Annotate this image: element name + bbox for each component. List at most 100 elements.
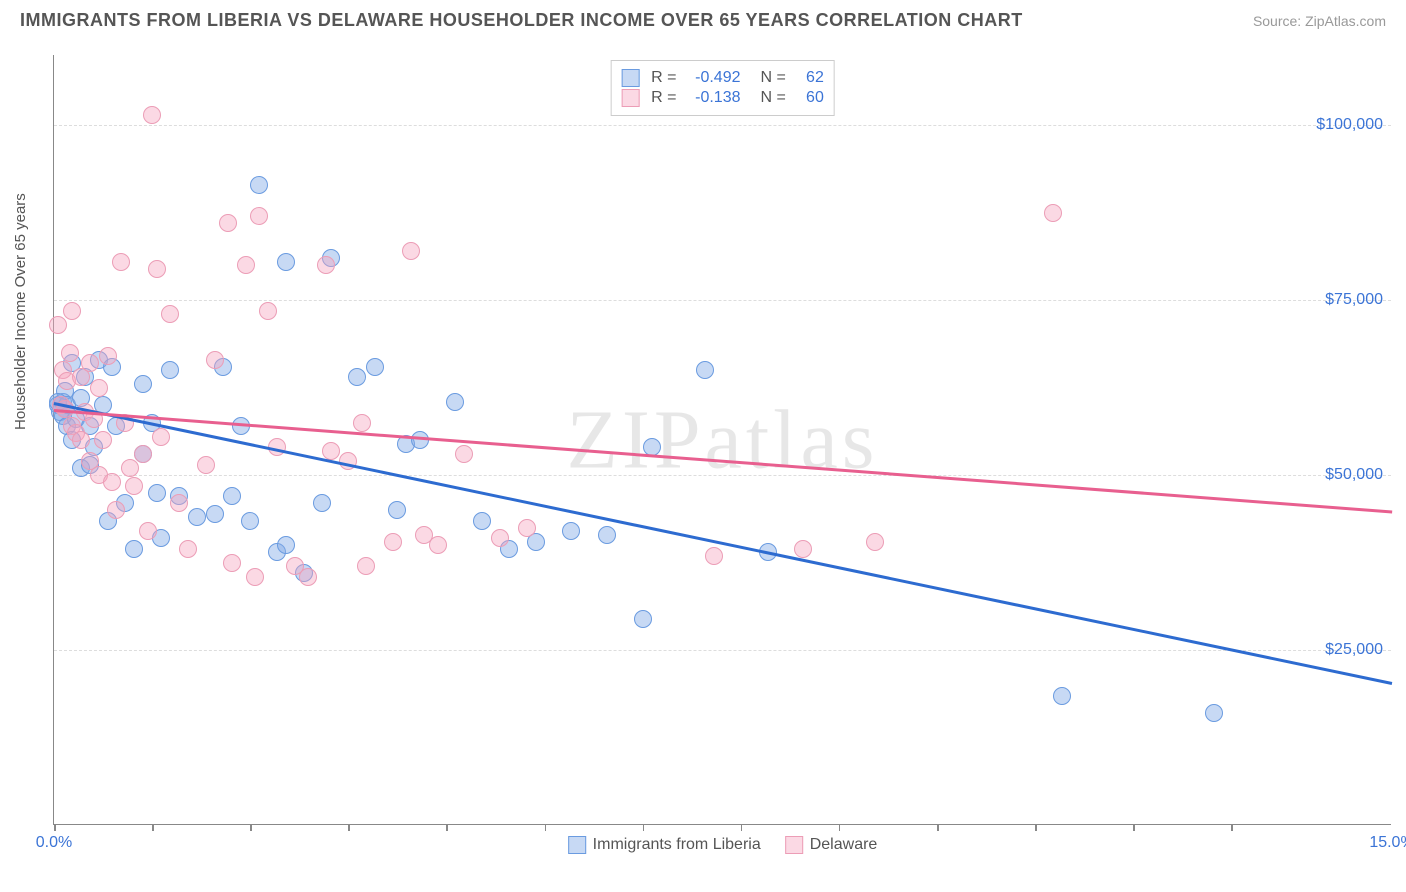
scatter-point — [384, 533, 402, 551]
scatter-point — [63, 302, 81, 320]
scatter-point — [277, 253, 295, 271]
scatter-point — [223, 487, 241, 505]
scatter-point — [353, 414, 371, 432]
regression-line — [54, 409, 1392, 513]
scatter-point — [112, 253, 130, 271]
x-tick — [348, 824, 350, 831]
y-tick-label: $100,000 — [1316, 116, 1383, 134]
scatter-point — [357, 557, 375, 575]
y-axis-label: Householder Income Over 65 years — [12, 193, 29, 430]
x-tick — [1231, 824, 1233, 831]
scatter-point — [134, 445, 152, 463]
scatter-point — [237, 256, 255, 274]
scatter-point — [206, 351, 224, 369]
correlation-stats-box: R =-0.492N =62R =-0.138N =60 — [610, 60, 835, 116]
scatter-point — [72, 431, 90, 449]
stat-label-n: N = — [761, 89, 786, 107]
series-swatch — [785, 836, 803, 854]
watermark-text: ZIPatlas — [567, 391, 879, 488]
regression-line — [54, 402, 1392, 684]
scatter-point — [81, 354, 99, 372]
scatter-point — [99, 347, 117, 365]
x-tick — [446, 824, 448, 831]
x-tick-label: 15.0% — [1369, 834, 1406, 852]
gridline — [54, 475, 1391, 476]
scatter-point — [429, 536, 447, 554]
scatter-point — [241, 512, 259, 530]
x-tick — [839, 824, 841, 831]
scatter-point — [103, 473, 121, 491]
scatter-point — [366, 358, 384, 376]
scatter-point — [197, 456, 215, 474]
gridline — [54, 125, 1391, 126]
scatter-point — [455, 445, 473, 463]
y-tick-label: $75,000 — [1325, 291, 1383, 309]
scatter-point — [1044, 204, 1062, 222]
x-tick — [250, 824, 252, 831]
scatter-point — [446, 393, 464, 411]
scatter-point — [866, 533, 884, 551]
scatter-point — [152, 428, 170, 446]
y-tick-label: $25,000 — [1325, 641, 1383, 659]
scatter-point — [219, 214, 237, 232]
scatter-point — [1205, 704, 1223, 722]
scatter-point — [206, 505, 224, 523]
chart-title: IMMIGRANTS FROM LIBERIA VS DELAWARE HOUS… — [20, 10, 1023, 31]
scatter-point — [246, 568, 264, 586]
scatter-point — [143, 106, 161, 124]
scatter-point — [491, 529, 509, 547]
scatter-point — [299, 568, 317, 586]
scatter-point — [188, 508, 206, 526]
scatter-point — [49, 316, 67, 334]
scatter-point — [121, 459, 139, 477]
series-legend: Immigrants from Liberia Delaware — [568, 836, 878, 854]
legend-item: Delaware — [785, 836, 878, 854]
stat-label-r: R = — [651, 89, 676, 107]
x-tick — [1035, 824, 1037, 831]
scatter-point — [179, 540, 197, 558]
scatter-point — [634, 610, 652, 628]
x-tick — [545, 824, 547, 831]
scatter-point — [598, 526, 616, 544]
scatter-point — [402, 242, 420, 260]
scatter-point — [148, 484, 166, 502]
scatter-point — [148, 260, 166, 278]
stat-value-n: 62 — [794, 69, 824, 87]
scatter-point — [139, 522, 157, 540]
scatter-point — [61, 344, 79, 362]
x-tick — [937, 824, 939, 831]
stat-value-n: 60 — [794, 89, 824, 107]
stat-label-r: R = — [651, 69, 676, 87]
scatter-point — [348, 368, 366, 386]
scatter-point — [161, 305, 179, 323]
legend-item: Immigrants from Liberia — [568, 836, 761, 854]
scatter-plot: ZIPatlas $25,000$50,000$75,000$100,0000.… — [53, 55, 1391, 825]
scatter-point — [161, 361, 179, 379]
x-tick — [1133, 824, 1135, 831]
chart-source: Source: ZipAtlas.com — [1253, 13, 1386, 29]
scatter-point — [322, 442, 340, 460]
scatter-point — [518, 519, 536, 537]
scatter-point — [705, 547, 723, 565]
scatter-point — [313, 494, 331, 512]
x-tick — [741, 824, 743, 831]
scatter-point — [107, 501, 125, 519]
scatter-point — [562, 522, 580, 540]
scatter-point — [1053, 687, 1071, 705]
scatter-point — [259, 302, 277, 320]
scatter-point — [94, 431, 112, 449]
legend-label: Delaware — [810, 836, 878, 854]
stat-label-n: N = — [761, 69, 786, 87]
series-swatch — [621, 69, 639, 87]
scatter-point — [125, 477, 143, 495]
x-tick-label: 0.0% — [36, 834, 72, 852]
x-tick — [152, 824, 154, 831]
gridline — [54, 650, 1391, 651]
scatter-point — [90, 379, 108, 397]
scatter-point — [411, 431, 429, 449]
stat-value-r: -0.138 — [685, 89, 741, 107]
x-tick — [54, 824, 56, 831]
scatter-point — [277, 536, 295, 554]
scatter-point — [223, 554, 241, 572]
scatter-point — [317, 256, 335, 274]
